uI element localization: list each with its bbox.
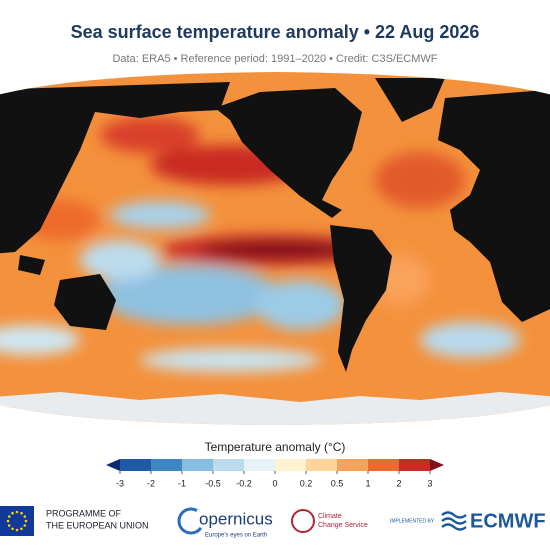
map — [0, 72, 550, 425]
ecmwf-name: ECMWF — [470, 510, 546, 532]
eu-star — [11, 511, 14, 515]
eu-star — [23, 524, 27, 527]
colorbar-segment — [182, 459, 214, 471]
colorbar-segment — [151, 459, 183, 471]
colorbar-segment — [275, 459, 307, 471]
eu-star — [15, 510, 19, 514]
copernicus-name: opernicus — [199, 509, 273, 528]
ecmwf-logo: IMPLEMENTED BY ECMWF — [390, 510, 546, 532]
c3s-line-2: Change Service — [318, 522, 368, 529]
colorbar-tick-label: -0.2 — [236, 478, 252, 488]
anomaly-field — [0, 117, 520, 372]
colorbar-tick-label: 1 — [365, 478, 370, 488]
colorbar-tick-label: -3 — [116, 478, 124, 488]
eu-star — [7, 524, 11, 527]
eu-line-2: THE EUROPEAN UNION — [46, 520, 149, 530]
colorbar-segment — [306, 459, 338, 471]
colorbar-tick-label: 2 — [396, 478, 401, 488]
antarctica — [0, 392, 550, 425]
colorbar-segment — [399, 459, 431, 471]
copernicus-logo: opernicus Europe's eyes on Earth — [177, 507, 273, 539]
colorbar-extension — [430, 459, 444, 471]
colorbar-tick-label: 3 — [427, 478, 432, 488]
colorbar-label: Temperature anomaly (°C) — [205, 440, 346, 454]
eu-star — [6, 519, 10, 523]
colorbar-segment — [368, 459, 400, 471]
subtitle: Data: ERA5 • Reference period: 1991–2020… — [112, 53, 437, 65]
colorbar: -3 -2 -1 -0.5 -0.2 0 0.2 0.5 1 2 3 — [106, 459, 444, 488]
eu-star — [7, 515, 11, 518]
eu-star — [24, 519, 28, 523]
ecmwf-implemented: IMPLEMENTED BY — [390, 518, 435, 524]
colorbar-tick-label: 0.5 — [331, 478, 344, 488]
eu-star — [11, 527, 14, 531]
colorbar-tick-label: -0.5 — [205, 478, 221, 488]
eu-star — [15, 528, 19, 532]
colorbar-segment — [213, 459, 245, 471]
eu-star — [20, 527, 23, 531]
title: Sea surface temperature anomaly • 22 Aug… — [71, 22, 480, 42]
colorbar-segment — [244, 459, 276, 471]
colorbar-tick-label: 0.2 — [300, 478, 313, 488]
c3s-line-1: Climate — [318, 513, 342, 520]
copernicus-tagline: Europe's eyes on Earth — [205, 533, 267, 539]
colorbar-extension — [106, 459, 120, 471]
c3s-logo: Climate Change Service — [291, 509, 368, 533]
eu-logo: PROGRAMME OF THE EUROPEAN UNION — [0, 506, 149, 536]
colorbar-segment — [120, 459, 152, 471]
eu-star — [23, 515, 27, 518]
eu-flag — [0, 506, 34, 536]
eu-star — [20, 511, 23, 515]
colorbar-tick-label: -2 — [147, 478, 155, 488]
colorbar-segment — [337, 459, 369, 471]
land — [0, 78, 550, 372]
colorbar-tick-label: 0 — [272, 478, 277, 488]
colorbar-tick-label: -1 — [178, 478, 186, 488]
eu-line-1: PROGRAMME OF — [46, 508, 122, 518]
